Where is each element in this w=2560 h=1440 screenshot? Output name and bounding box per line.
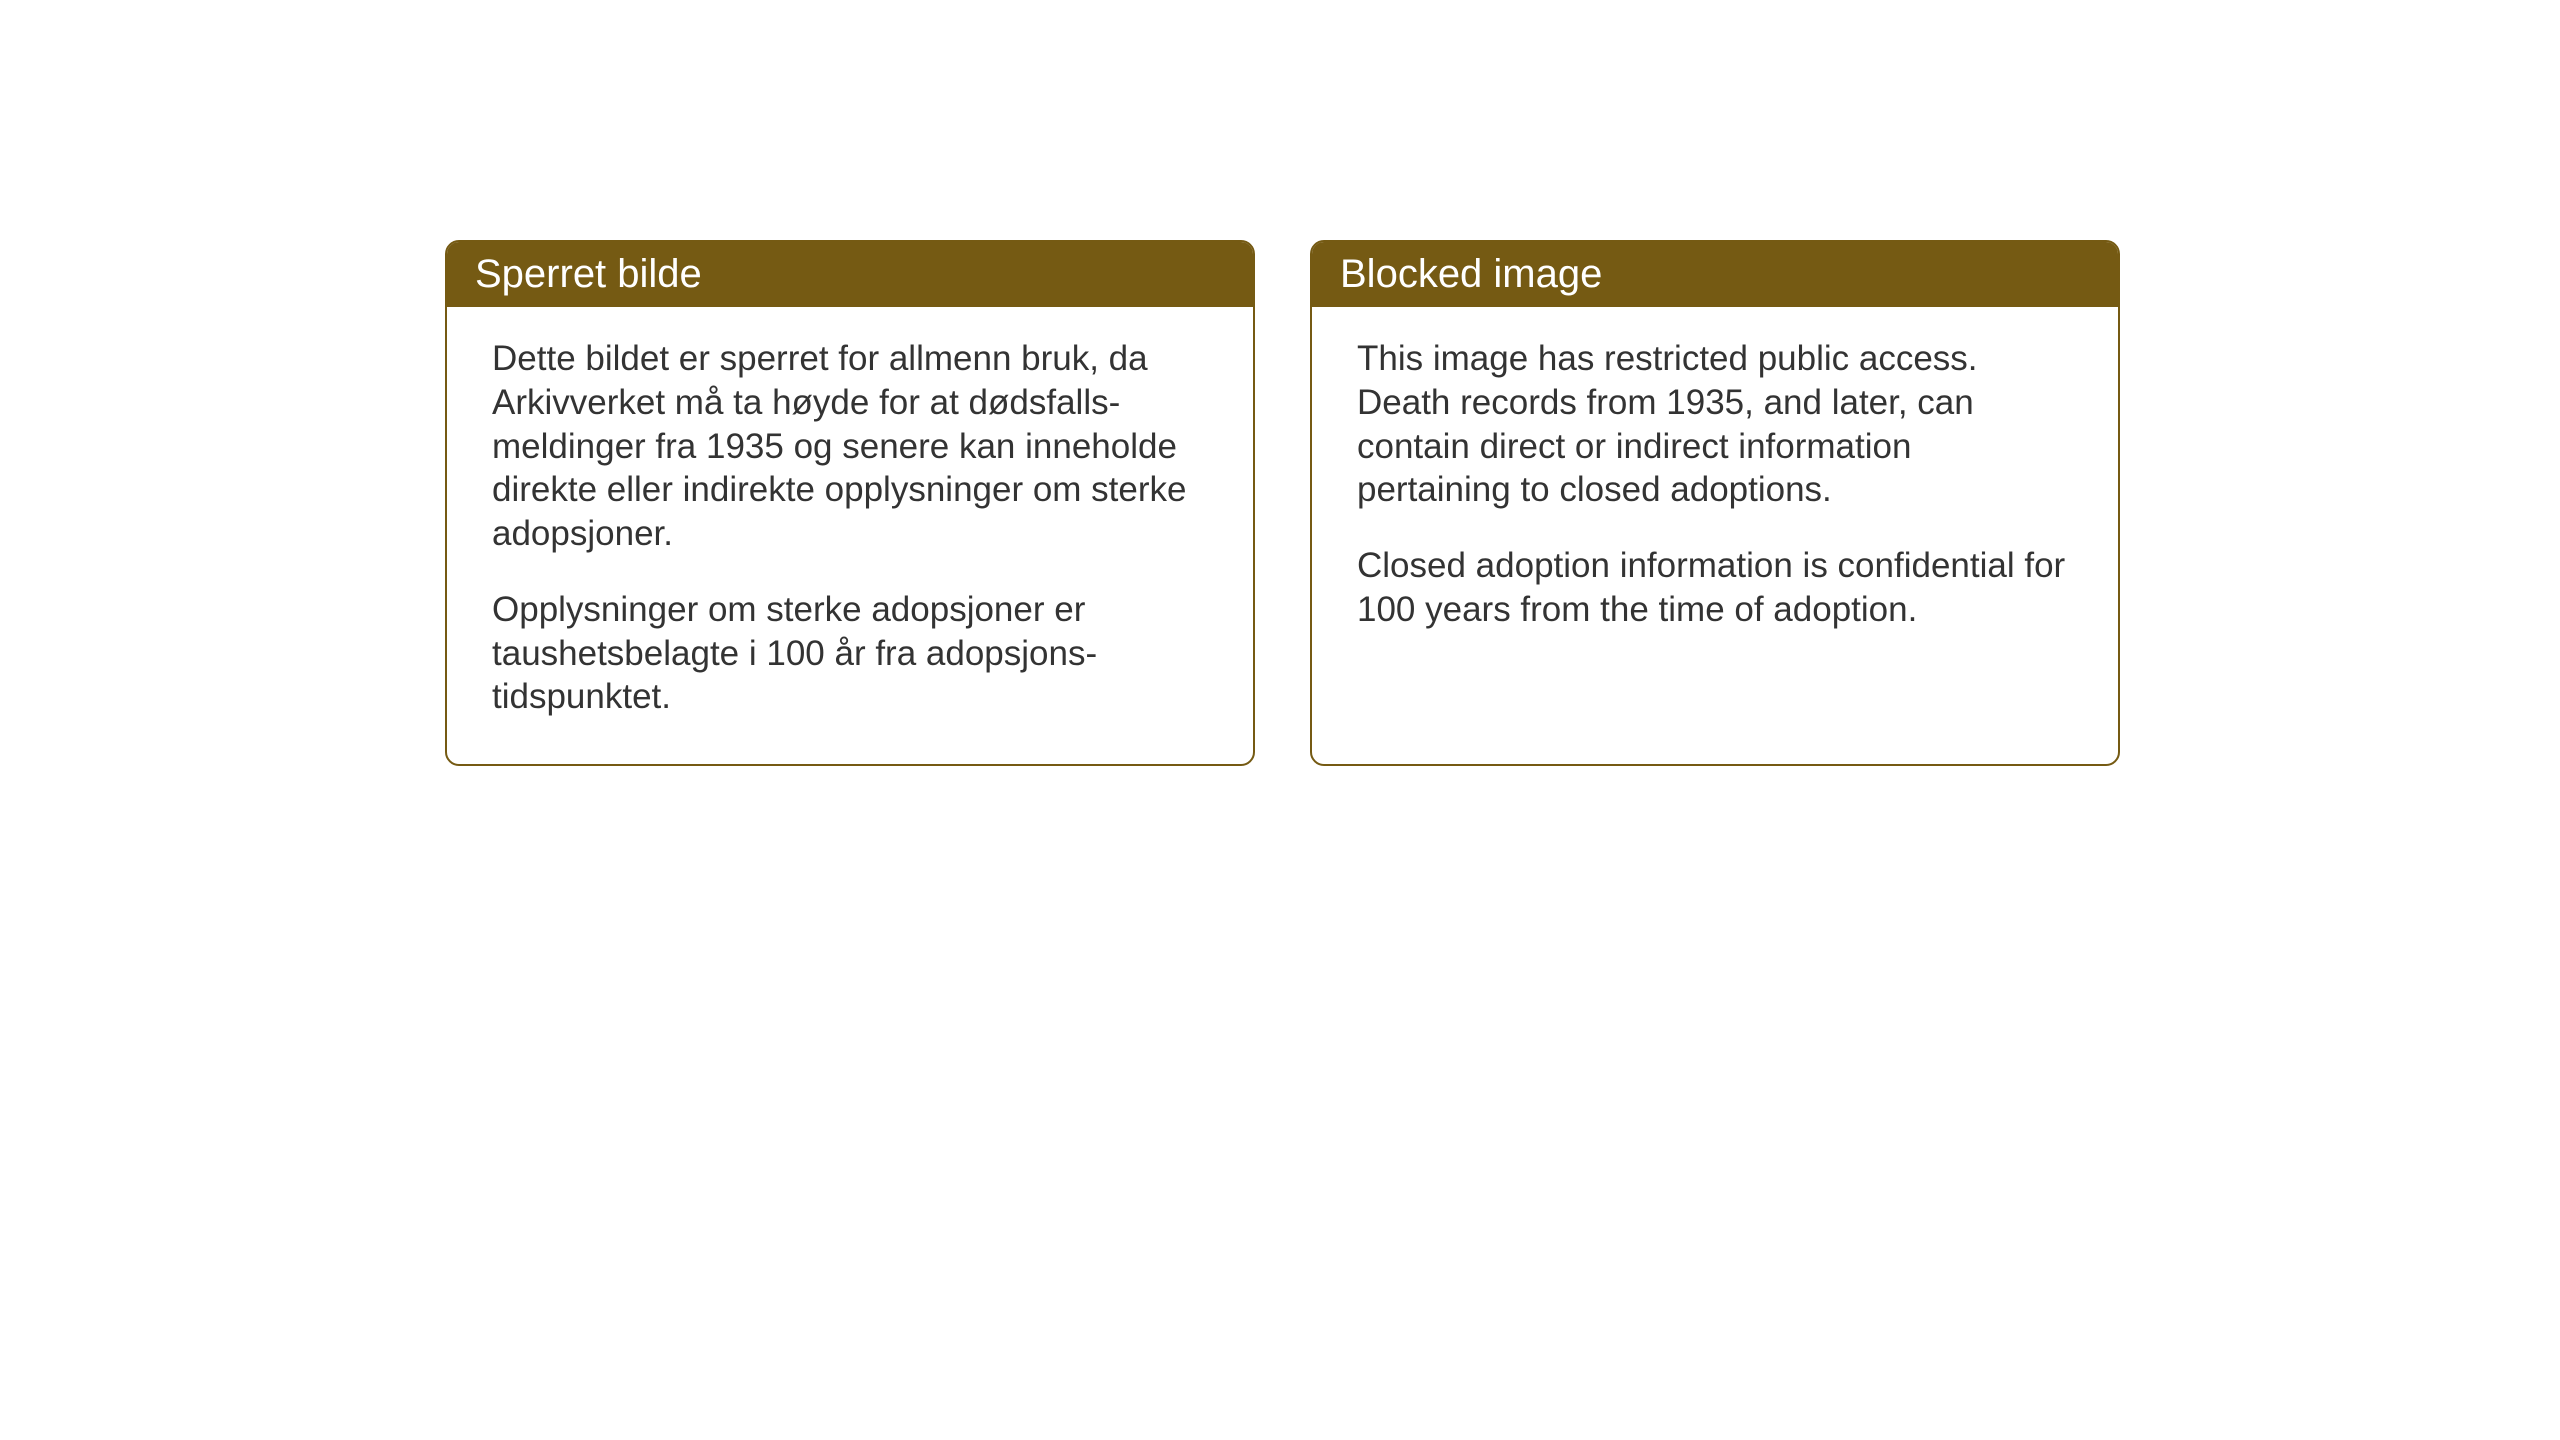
- norwegian-card-body: Dette bildet er sperret for allmenn bruk…: [447, 307, 1253, 764]
- english-card-body: This image has restricted public access.…: [1312, 307, 2118, 677]
- norwegian-paragraph-1: Dette bildet er sperret for allmenn bruk…: [492, 337, 1208, 556]
- notice-container: Sperret bilde Dette bildet er sperret fo…: [445, 240, 2120, 766]
- english-notice-card: Blocked image This image has restricted …: [1310, 240, 2120, 766]
- norwegian-notice-card: Sperret bilde Dette bildet er sperret fo…: [445, 240, 1255, 766]
- norwegian-card-title: Sperret bilde: [447, 242, 1253, 307]
- english-card-title: Blocked image: [1312, 242, 2118, 307]
- norwegian-paragraph-2: Opplysninger om sterke adopsjoner er tau…: [492, 588, 1208, 719]
- english-paragraph-2: Closed adoption information is confident…: [1357, 544, 2073, 632]
- english-paragraph-1: This image has restricted public access.…: [1357, 337, 2073, 512]
